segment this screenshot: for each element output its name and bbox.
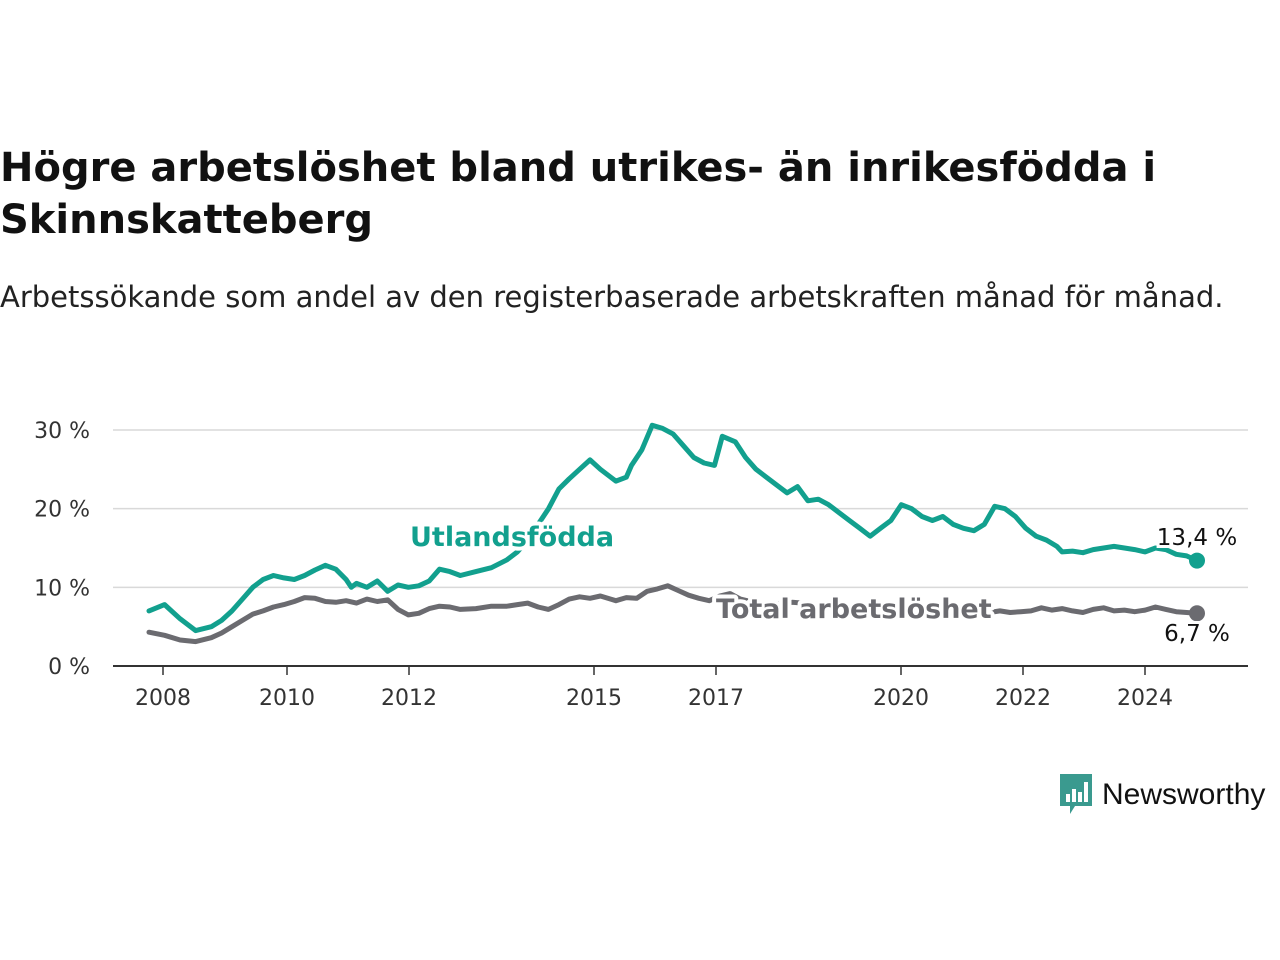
series-line-1 bbox=[146, 422, 1200, 634]
chart-title: Högre arbetslöshet bland utrikes- än inr… bbox=[0, 145, 1157, 243]
x-tick-label: 2012 bbox=[381, 686, 437, 711]
series-end-point-1 bbox=[1189, 552, 1205, 569]
x-tick-label: 2020 bbox=[873, 686, 929, 711]
x-tick-label: 2010 bbox=[259, 686, 315, 711]
x-tick-label: 2024 bbox=[1117, 686, 1173, 711]
line-chart: 0 % 10 % 20 % 30 % 2008 2010 2012 2015 2017 2020 2… bbox=[34, 419, 1248, 711]
series-label-total: Total arbetslöshet bbox=[716, 594, 992, 625]
y-tick-label: 0 % bbox=[48, 655, 90, 680]
y-tick-label: 30 % bbox=[34, 419, 90, 444]
x-tick-label: 2022 bbox=[995, 686, 1051, 711]
brand-name: Newsworthy bbox=[1102, 778, 1266, 811]
axes: 0 % 10 % 20 % 30 % 2008 2010 2012 2015 2017 2020 2… bbox=[34, 419, 1248, 711]
chart-labels: Utlandsfödda Total arbetslöshet 13,4 % 6,7 … bbox=[406, 518, 1240, 650]
series-line-2 bbox=[146, 583, 1200, 645]
x-tick-label: 2017 bbox=[688, 686, 744, 711]
end-value-label: 6,7 % bbox=[1164, 621, 1230, 647]
newsworthy-logo-icon bbox=[1060, 774, 1092, 814]
series-lines bbox=[146, 422, 1205, 645]
series-label-utlandsfodda: Utlandsfödda bbox=[410, 522, 614, 553]
x-tick-label: 2008 bbox=[135, 686, 191, 711]
gridlines bbox=[113, 429, 1248, 589]
brand-logo: Newsworthy bbox=[1058, 772, 1265, 818]
y-tick-label: 10 % bbox=[34, 576, 90, 601]
y-tick-label: 20 % bbox=[34, 498, 90, 523]
chart-subtitle: Arbetssökande som andel av den registerb… bbox=[0, 280, 1224, 314]
end-value-label: 13,4 % bbox=[1157, 525, 1237, 551]
x-tick-label: 2015 bbox=[566, 686, 622, 711]
series-end-point-2 bbox=[1189, 605, 1205, 622]
